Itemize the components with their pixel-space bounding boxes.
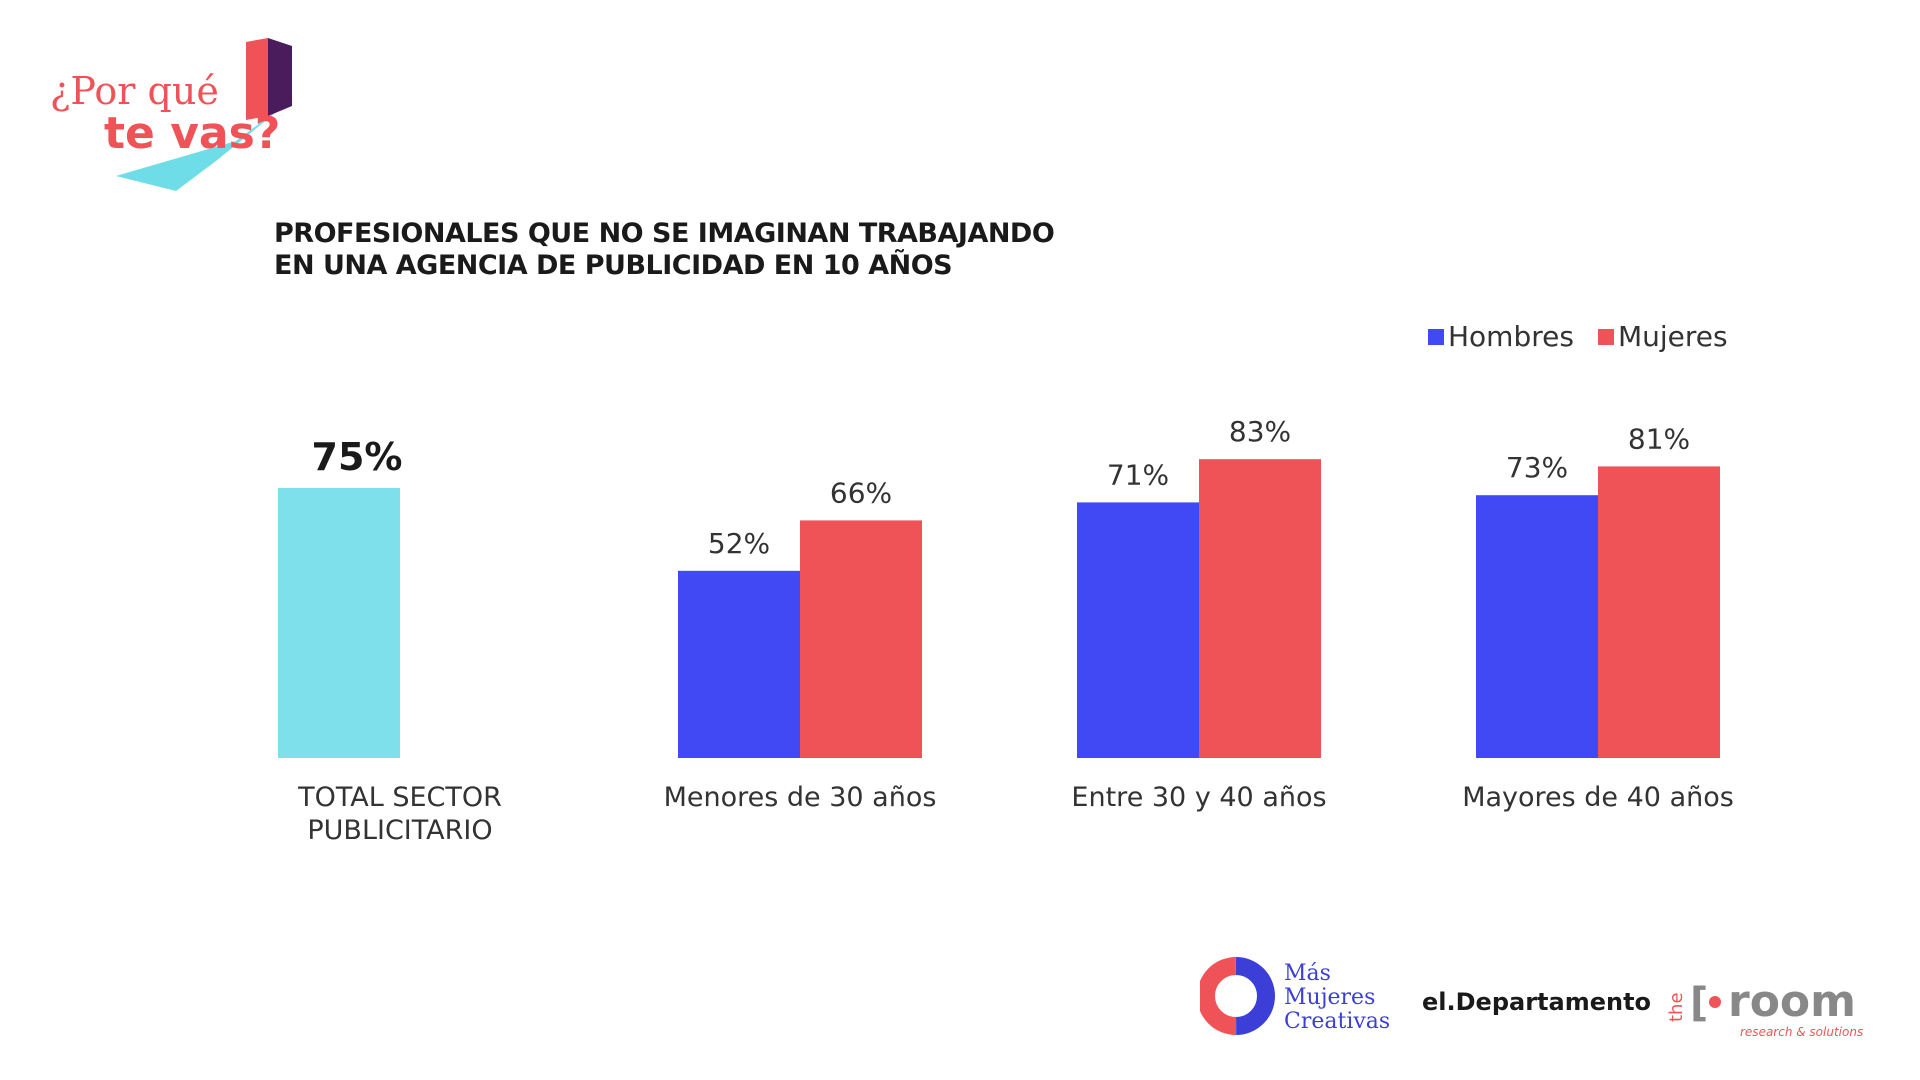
legend-item-hombres: Hombres — [1428, 320, 1574, 353]
mmc-ring-red — [1200, 957, 1275, 1035]
logo-purple-door — [268, 38, 292, 116]
mmc-text-line1: Más — [1284, 961, 1331, 986]
chart-title-line-2: EN UNA AGENCIA DE PUBLICIDAD EN 10 AÑOS — [274, 250, 953, 281]
mmc-text-line2: Mujeres — [1284, 985, 1375, 1010]
data-label-hombres-3: 73% — [1506, 451, 1568, 484]
brand-logo: ¿Por qué te vas? — [50, 38, 296, 191]
bar-hombres-1 — [678, 570, 800, 758]
the-room-logo: the [ room research & solutions — [1666, 976, 1863, 1039]
sponsor-logos: Más Mujeres Creativas el.Departamento th… — [1200, 957, 1863, 1039]
bar-hombres-3 — [1476, 495, 1598, 758]
category-label-1: Menores de 30 años — [664, 782, 937, 813]
legend-swatch-mujeres — [1597, 328, 1614, 345]
legend-label-mujeres: Mujeres — [1617, 320, 1728, 353]
data-label-hombres-1: 52% — [708, 527, 770, 560]
the-room-prefix: the — [1666, 992, 1687, 1022]
data-label-mujeres-3: 81% — [1628, 422, 1690, 455]
logo-cyan-shape — [116, 96, 296, 191]
bar-mujeres-2 — [1199, 459, 1321, 758]
category-label-total-line-1: TOTAL SECTOR — [297, 782, 502, 813]
the-room-dot-icon — [1709, 996, 1721, 1008]
logo-red-door — [246, 38, 268, 120]
data-label-hombres-2: 71% — [1107, 458, 1169, 491]
bar-mujeres-3 — [1598, 466, 1720, 758]
chart-legend: Hombres Mujeres — [1428, 320, 1752, 353]
legend-swatch-hombres — [1428, 328, 1444, 345]
category-label-2: Entre 30 y 40 años — [1071, 782, 1326, 813]
logo-line1: ¿Por qué — [50, 69, 219, 113]
bar-hombres-2 — [1077, 502, 1199, 758]
category-label-total-line-2: PUBLICITARIO — [307, 815, 492, 846]
category-label-3: Mayores de 40 años — [1462, 782, 1734, 813]
legend-label-hombres: Hombres — [1448, 320, 1574, 353]
data-label-total: 75% — [312, 435, 403, 479]
the-room-name: room — [1728, 976, 1856, 1027]
el-departamento-logo: el.Departamento — [1422, 988, 1651, 1016]
mmc-text-line3: Creativas — [1284, 1009, 1390, 1034]
legend-item-mujeres: Mujeres — [1597, 320, 1728, 353]
chart-title: PROFESIONALES QUE NO SE IMAGINAN TRABAJA… — [274, 218, 1055, 282]
mas-mujeres-creativas-logo: Más Mujeres Creativas — [1200, 957, 1390, 1035]
the-room-tagline: research & solutions — [1740, 1025, 1863, 1039]
logo-line2: te vas? — [104, 108, 280, 159]
the-room-bracket-icon: [ — [1690, 980, 1708, 1026]
data-label-mujeres-1: 66% — [830, 476, 892, 509]
data-label-mujeres-2: 83% — [1229, 415, 1291, 448]
bar-mujeres-1 — [800, 520, 922, 758]
bar-total — [278, 488, 400, 758]
mmc-ring-blue — [1200, 957, 1275, 1035]
chart-title-line-1: PROFESIONALES QUE NO SE IMAGINAN TRABAJA… — [274, 218, 1055, 249]
